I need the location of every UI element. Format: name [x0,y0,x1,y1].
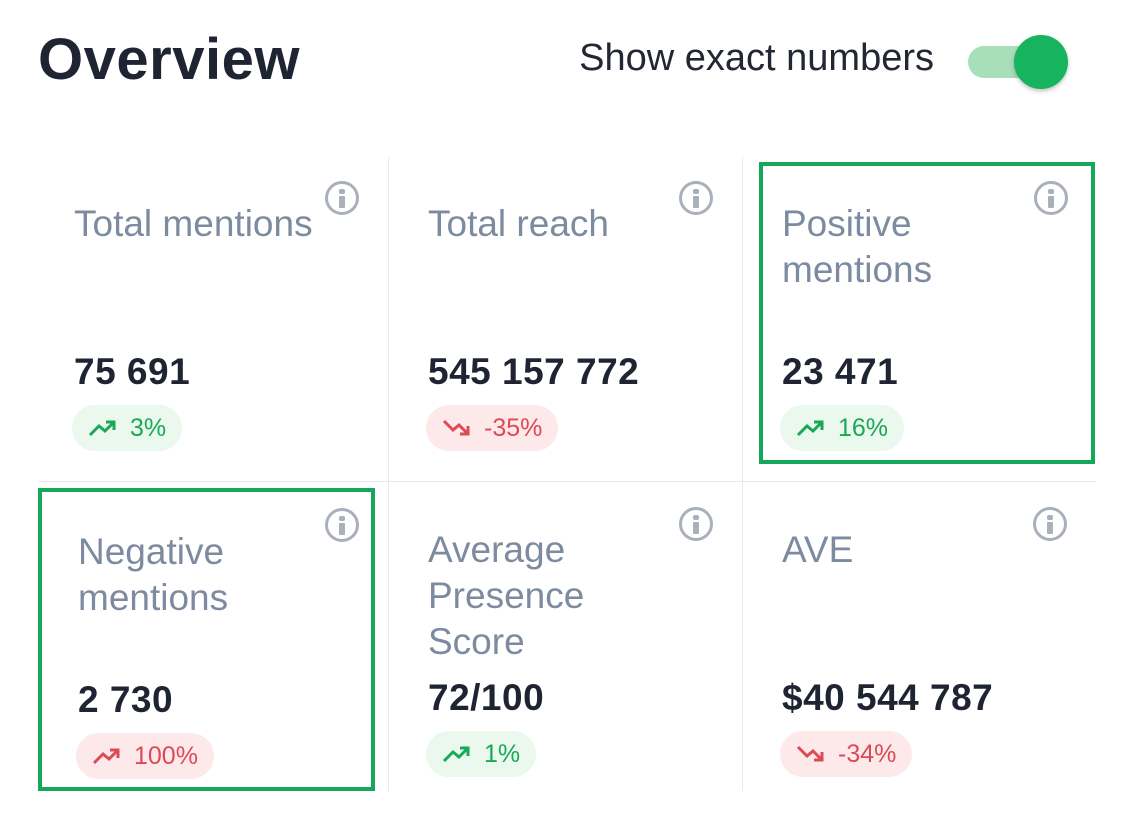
trend-down-icon [442,419,470,436]
trend-value: 100% [134,741,198,770]
trend-up-icon [88,420,116,437]
trend-badge: -35% [426,405,559,451]
info-icon[interactable] [325,181,359,215]
card-label: Positive mentions [782,203,933,290]
trend-badge: -34% [780,731,913,777]
trend-badge: 3% [72,405,183,451]
trend-badge: 1% [426,731,537,777]
card-ave: AVE $40 544 787 -34% [746,485,1096,791]
trend-badge: 16% [780,405,905,451]
trend-value: -35% [484,413,543,442]
info-icon[interactable] [1033,507,1067,541]
info-icon[interactable] [679,507,713,541]
card-total-mentions: Total mentions 75 691 3% [38,157,388,481]
card-label: Total reach [428,203,609,244]
card-positive-mentions: Positive mentions 23 471 16% [759,162,1095,464]
trend-value: 16% [838,413,889,442]
trend-up-icon [92,748,120,765]
overview-grid: Total mentions 75 691 3% Total reach 545… [38,157,1096,791]
info-icon[interactable] [325,508,359,542]
card-value: 72/100 [428,677,545,718]
trend-down-icon [796,745,824,762]
card-value: 75 691 [74,351,191,392]
trend-badge: 100% [76,733,214,779]
card-value: 23 471 [782,351,899,392]
card-label: AVE [782,529,854,570]
card-label: Total mentions [74,203,313,244]
card-label: Average Presence Score [428,529,585,662]
card-value: 2 730 [78,679,174,720]
card-negative-mentions: Negative mentions 2 730 100% [38,488,375,791]
info-icon[interactable] [1034,181,1068,215]
card-value: $40 544 787 [782,677,994,718]
toggle-label: Show exact numbers [579,37,934,79]
trend-up-icon [442,746,470,763]
trend-value: -34% [838,739,897,768]
card-average-presence-score: Average Presence Score 72/100 1% [392,485,742,791]
card-total-reach: Total reach 545 157 772 -35% [392,157,742,481]
page-title: Overview [38,27,300,92]
info-icon[interactable] [679,181,713,215]
toggle-knob[interactable] [1014,35,1068,89]
card-label: Negative mentions [78,531,229,618]
show-exact-numbers-toggle[interactable] [968,33,1072,89]
trend-value: 1% [484,739,521,768]
divider [742,157,743,791]
trend-up-icon [796,420,824,437]
divider [388,157,389,791]
trend-value: 3% [130,413,167,442]
divider [38,481,1096,482]
card-value: 545 157 772 [428,351,640,392]
